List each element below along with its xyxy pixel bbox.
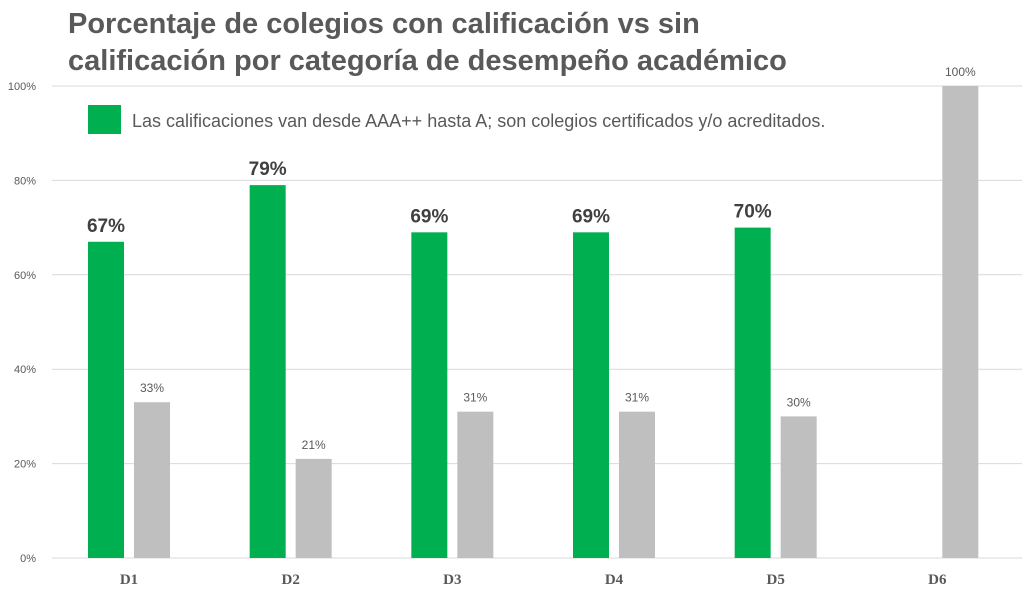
bar-calificados-d1 [88,241,124,558]
x-tick-label: D2 [281,572,299,588]
y-tick-label: 80% [14,175,36,187]
chart-title: Porcentaje de colegios con calificación … [68,8,787,77]
data-labels: 67% 33% 79% 21% 69% 31% 69% 31% 70% 30% 100% [87,65,976,452]
bar-sin-calificacion-d5 [780,416,817,558]
y-tick-label: 60% [14,270,36,282]
bar-calificados-d5 [734,227,771,558]
x-tick-label: D3 [443,572,461,588]
data-label: 33% [140,381,164,395]
bar-calificados-d2 [249,185,286,558]
data-label: 31% [463,391,487,405]
legend-label-calificados: Las calificaciones van desde AAA++ hasta… [132,111,825,131]
x-tick-label: D1 [120,572,138,588]
data-label: 79% [249,159,287,180]
data-label: 30% [787,395,811,409]
chart-title-line-1: Porcentaje de colegios con calificación … [68,8,700,40]
data-label: 100% [945,65,976,79]
bar-calificados-d4 [573,232,609,558]
y-tick-label: 100% [8,81,36,93]
y-tick-label: 0% [20,553,36,565]
legend: Las calificaciones van desde AAA++ hasta… [88,105,825,134]
chart-title-line-2: calificación por categoría de desempeño … [68,45,787,77]
bar-sin-calificacion-d6 [942,86,979,558]
legend-swatch-calificados [88,105,121,134]
bar-sin-calificacion-d1 [134,402,170,558]
bars [88,86,979,558]
y-axis-ticks: 0% 20% 40% 60% 80% 100% [8,81,36,565]
x-axis-ticks: D1 D2 D3 D4 D5 D6 [120,572,947,588]
x-tick-label: D6 [928,572,947,588]
data-label: 67% [87,216,125,237]
data-label: 70% [734,202,772,223]
bar-sin-calificacion-d2 [295,458,332,558]
data-label: 69% [410,206,448,227]
bar-sin-calificacion-d3 [457,411,494,558]
x-tick-label: D5 [766,572,784,588]
data-label: 31% [625,391,649,405]
data-label: 21% [302,438,326,452]
bar-calificados-d3 [411,232,448,558]
y-tick-label: 20% [14,459,36,471]
data-label: 69% [572,206,610,227]
y-tick-label: 40% [14,364,36,376]
x-tick-label: D4 [605,572,624,588]
bar-sin-calificacion-d4 [619,411,655,558]
gridlines [52,85,1022,559]
